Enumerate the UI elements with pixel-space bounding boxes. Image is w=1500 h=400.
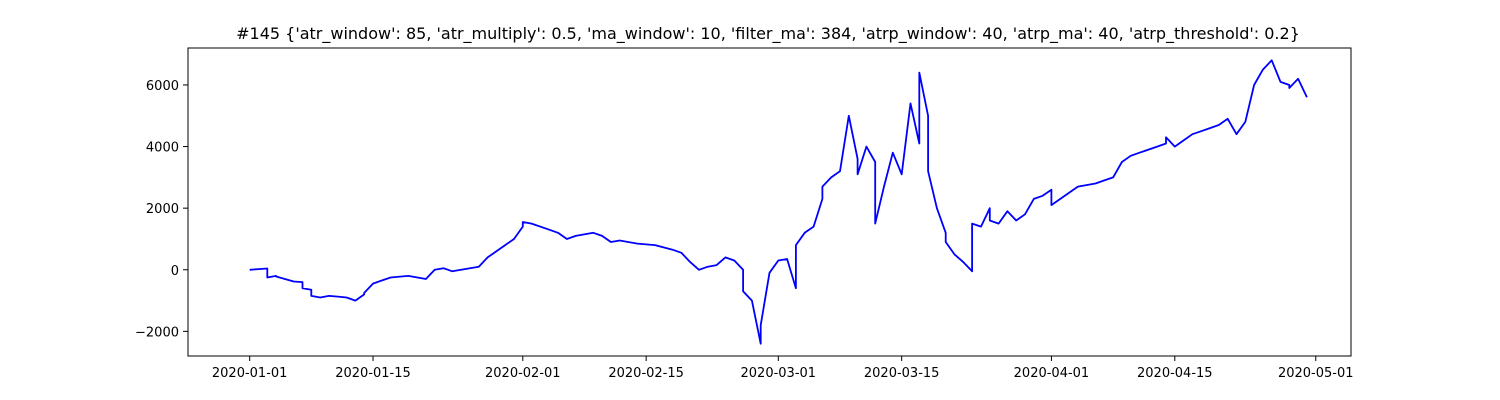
x-tick-label: 2020-04-15 [1137, 366, 1213, 381]
x-tick-label: 2020-02-15 [608, 366, 684, 381]
y-tick-label: 2000 [146, 202, 179, 217]
y-tick-label: −2000 [135, 325, 179, 340]
x-tick-label: 2020-03-01 [741, 366, 817, 381]
x-axis: 2020-01-01 2020-01-15 2020-02-01 2020-02-15… [212, 356, 1354, 381]
x-tick-label: 2020-04-01 [1014, 366, 1090, 381]
y-tick-label: 6000 [146, 79, 179, 94]
x-tick-label: 2020-01-15 [335, 366, 411, 381]
chart-title: #145 {'atr_window': 85, 'atr_multiply': … [236, 24, 1300, 44]
equity-series-line [249, 59, 1308, 345]
y-tick-label: 0 [171, 264, 179, 279]
x-tick-label: 2020-03-15 [864, 366, 940, 381]
x-tick-label: 2020-02-01 [485, 366, 561, 381]
y-tick-label: 4000 [146, 141, 179, 156]
plot-frame [187, 47, 1352, 357]
x-tick-label: 2020-05-01 [1278, 366, 1354, 381]
x-tick-label: 2020-01-01 [212, 366, 288, 381]
y-axis: −2000 0 2000 4000 6000 [135, 79, 188, 340]
